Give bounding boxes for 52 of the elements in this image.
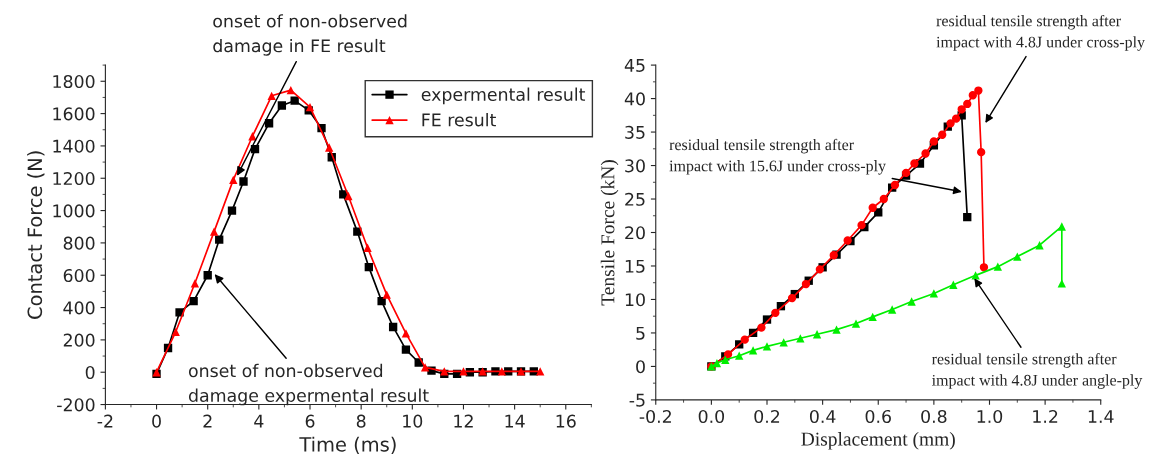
y-tick-label: 1000 <box>53 204 95 218</box>
x-tick-label: 1.2 <box>1033 409 1058 423</box>
x-axis-title: Time (ms) <box>299 436 396 454</box>
y-tick-label: 0 <box>85 365 95 380</box>
x-tick-label: -0.2 <box>639 409 671 424</box>
annotation: residual tensile strength after impact with 15.6J under cross-ply <box>669 138 886 175</box>
annotation: residual tensile strength after impact with 4.8J under cross-ply <box>936 14 1145 51</box>
y-tick-label: 400 <box>63 301 95 315</box>
x-tick-label: 0.4 <box>809 409 836 424</box>
y-tick-label: 15 <box>625 259 645 273</box>
annotation: onset of non-observed damage in FE result <box>213 14 407 56</box>
x-tick-label: 0.6 <box>865 409 891 424</box>
y-tick-label: 1400 <box>53 139 95 153</box>
x-tick-label: 0.0 <box>698 409 725 424</box>
x-tick-label: 1.0 <box>977 409 1003 424</box>
x-tick-label: -2 <box>97 414 113 428</box>
x-axis-title: Displacement (mm) <box>801 431 955 450</box>
y-axis-title: Tensile Force (kN) <box>600 160 619 306</box>
y-tick-label: 30 <box>625 159 645 173</box>
x-tick-label: 8 <box>356 414 366 428</box>
annotation: onset of non-observed damage expermental result <box>188 363 429 406</box>
y-tick-label: 800 <box>63 236 95 250</box>
x-tick-label: 12 <box>454 414 473 428</box>
y-axis-title: Contact Force (N) <box>27 151 45 319</box>
x-tick-label: 0.8 <box>921 409 947 424</box>
y-tick-label: 0 <box>636 360 645 374</box>
x-tick-label: 0.2 <box>754 409 780 424</box>
y-tick-label: 25 <box>625 192 645 206</box>
x-tick-label: 2 <box>203 414 212 428</box>
y-tick-label: 40 <box>624 92 645 106</box>
y-tick-label: 200 <box>63 333 95 347</box>
y-tick-label: 1200 <box>53 171 95 186</box>
y-tick-label: 10 <box>625 293 645 307</box>
y-tick-label: 5 <box>636 326 645 340</box>
y-tick-label: 600 <box>63 268 95 283</box>
x-tick-label: 6 <box>305 414 315 428</box>
y-tick-label: 1600 <box>53 107 95 121</box>
x-tick-label: 16 <box>556 414 576 428</box>
y-tick-label: -5 <box>629 393 645 407</box>
annotation: residual tensile strength after impact with 4.8J under angle-ply <box>931 353 1143 389</box>
legend-label: FE result <box>422 113 496 127</box>
x-tick-label: 14 <box>505 414 525 428</box>
legend-label: expermental result <box>421 87 586 105</box>
y-tick-label: -200 <box>57 398 95 412</box>
y-tick-label: 20 <box>625 226 645 240</box>
x-tick-label: 1.4 <box>1088 410 1114 423</box>
y-tick-label: 45 <box>624 59 645 72</box>
y-tick-label: 1800 <box>53 74 95 89</box>
x-tick-label: 10 <box>403 414 423 428</box>
x-tick-label: 4 <box>254 414 264 428</box>
x-tick-label: 0 <box>152 414 161 428</box>
y-tick-label: 35 <box>625 125 645 139</box>
